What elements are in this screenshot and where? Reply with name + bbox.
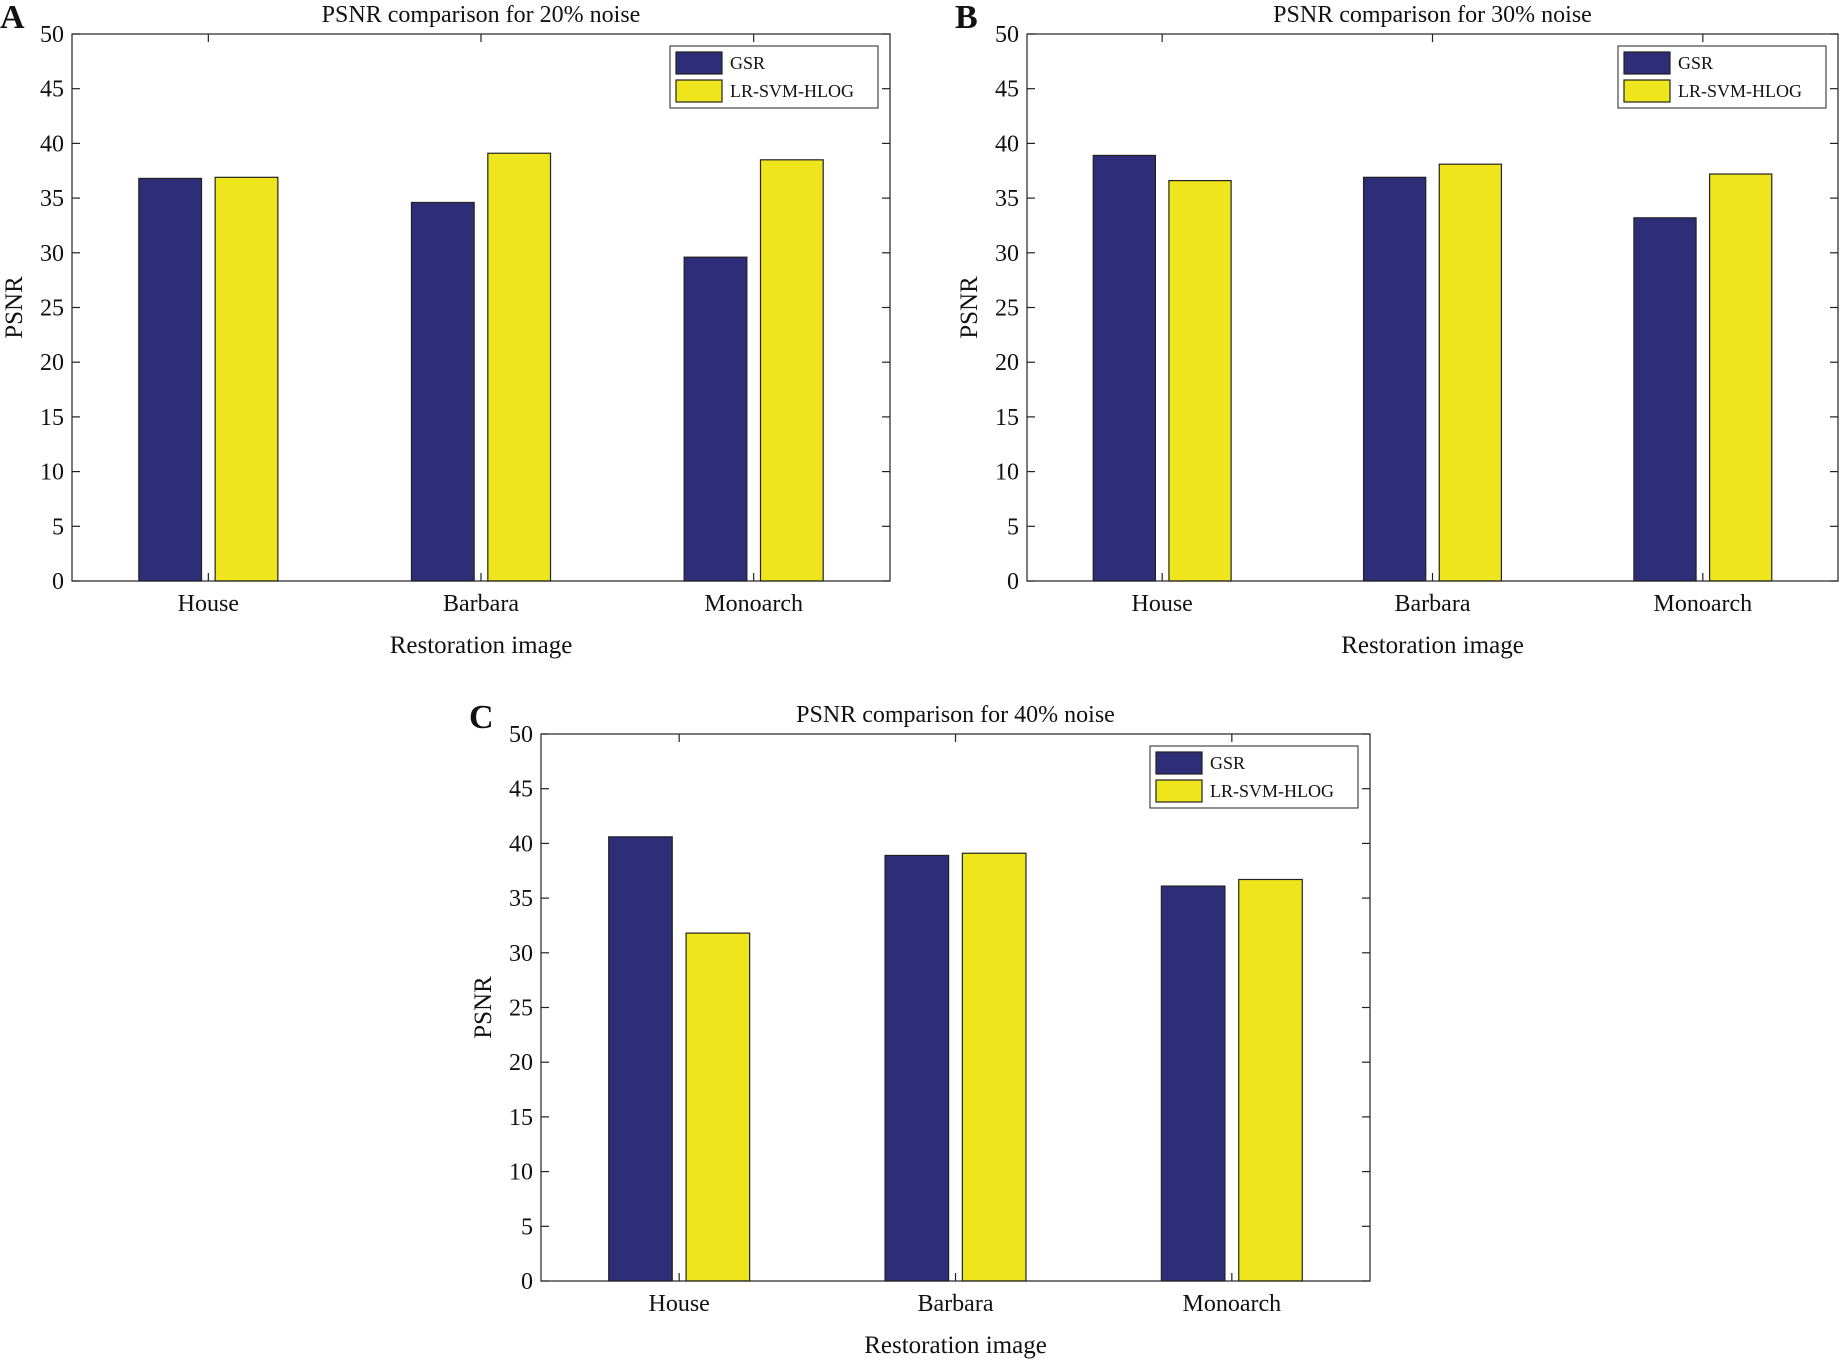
y-tick-label: 35	[995, 186, 1019, 212]
x-tick-label: House	[1132, 591, 1193, 617]
y-tick-label: 30	[509, 941, 533, 967]
legend-label: LR-SVM-HLOG	[1210, 781, 1334, 801]
x-tick-label: Monoarch	[704, 591, 803, 617]
y-tick-label: 15	[509, 1105, 533, 1131]
legend-label: GSR	[730, 53, 765, 73]
y-axis-label: PSNR	[1, 276, 28, 339]
y-tick-label: 5	[52, 514, 64, 540]
y-tick-label: 50	[995, 22, 1019, 48]
y-tick-label: 10	[509, 1160, 533, 1186]
y-tick-label: 10	[995, 460, 1019, 486]
plot-frame	[71, 33, 891, 582]
bar-gsr-monoarch	[1160, 885, 1226, 1282]
y-tick-label: 40	[509, 831, 533, 857]
y-tick-label: 0	[52, 569, 64, 595]
bar-lr-svm-hlog-monoarch	[1238, 878, 1303, 1282]
bar-lr-svm-hlog-house	[214, 176, 279, 582]
y-tick-label: 50	[509, 722, 533, 748]
y-tick-label: 15	[40, 405, 64, 431]
legend-swatch-gsr	[1155, 751, 1203, 775]
bar-gsr-monoarch	[1633, 217, 1697, 582]
y-tick-label: 25	[40, 296, 64, 322]
x-tick-label: House	[649, 1291, 710, 1317]
y-tick-label: 30	[995, 241, 1019, 267]
chart-panel-a: A PSNR comparison for 20% noise House Barba…	[0, 0, 891, 659]
y-tick-label: 5	[521, 1214, 533, 1240]
chart-title: PSNR comparison for 30% noise	[1273, 2, 1592, 28]
y-axis-label: PSNR	[956, 276, 983, 339]
bar-lr-svm-hlog-house	[1168, 179, 1232, 582]
y-tick-label: 5	[1007, 514, 1019, 540]
chart-panel-c: C PSNR comparison for 40% noise House Barba…	[469, 699, 1371, 1359]
bar-gsr-monoarch	[683, 256, 748, 582]
plot-frame	[540, 733, 1371, 1282]
legend-swatch-lr-svm-hlog	[675, 79, 723, 103]
legend-label: GSR	[1678, 53, 1713, 73]
bar-lr-svm-hlog-house	[685, 932, 751, 1282]
y-axis-label: PSNR	[470, 976, 497, 1039]
bar-gsr-house	[138, 177, 203, 582]
legend: GSR LR-SVM-HLOG	[1149, 745, 1359, 809]
y-tick-label: 20	[40, 350, 64, 376]
y-tick-label: 20	[509, 1050, 533, 1076]
x-tick-label: Barbara	[1395, 591, 1471, 617]
y-tick-label: 45	[995, 77, 1019, 103]
bar-lr-svm-hlog-monoarch	[1708, 173, 1773, 582]
y-tick-label: 45	[40, 77, 64, 103]
legend: GSR LR-SVM-HLOG	[1617, 45, 1827, 109]
legend-swatch-lr-svm-hlog	[1623, 79, 1671, 103]
x-axis-label: Restoration image	[390, 632, 573, 659]
y-tick-label: 35	[40, 186, 64, 212]
chart-title: PSNR comparison for 40% noise	[796, 702, 1115, 728]
y-tick-label: 25	[509, 996, 533, 1022]
y-tick-label: 35	[509, 886, 533, 912]
bar-gsr-barbara	[884, 854, 950, 1282]
y-tick-label: 20	[995, 350, 1019, 376]
y-tick-label: 30	[40, 241, 64, 267]
bar-lr-svm-hlog-barbara	[1438, 163, 1503, 582]
legend-label: GSR	[1210, 753, 1245, 773]
x-tick-label: Monoarch	[1654, 591, 1753, 617]
y-tick-label: 0	[1007, 569, 1019, 595]
y-tick-label: 25	[995, 296, 1019, 322]
y-tick-label: 45	[509, 777, 533, 803]
x-tick-label: Barbara	[918, 1291, 994, 1317]
x-tick-label: House	[178, 591, 239, 617]
legend-swatch-gsr	[675, 51, 723, 75]
bar-lr-svm-hlog-barbara	[487, 152, 552, 582]
legend: GSR LR-SVM-HLOG	[669, 45, 879, 109]
panel-letter: A	[0, 0, 25, 36]
panel-letter: C	[469, 699, 494, 736]
bar-gsr-house	[1092, 154, 1157, 582]
plot-frame	[1026, 33, 1839, 582]
legend-swatch-gsr	[1623, 51, 1671, 75]
legend-swatch-lr-svm-hlog	[1155, 779, 1203, 803]
y-tick-label: 40	[995, 131, 1019, 157]
y-tick-label: 50	[40, 22, 64, 48]
y-tick-label: 40	[40, 131, 64, 157]
x-tick-label: Monoarch	[1183, 1291, 1282, 1317]
y-tick-label: 15	[995, 405, 1019, 431]
y-tick-label: 0	[521, 1269, 533, 1295]
bar-gsr-barbara	[410, 201, 475, 582]
x-axis-label: Restoration image	[1341, 632, 1524, 659]
x-axis-label: Restoration image	[864, 1332, 1047, 1359]
legend-label: LR-SVM-HLOG	[730, 81, 854, 101]
legend-label: LR-SVM-HLOG	[1678, 81, 1802, 101]
bar-gsr-house	[608, 836, 673, 1282]
panel-letter: B	[955, 0, 978, 36]
y-tick-label: 10	[40, 460, 64, 486]
chart-title: PSNR comparison for 20% noise	[322, 2, 641, 28]
bar-lr-svm-hlog-monoarch	[759, 159, 824, 582]
x-tick-label: Barbara	[443, 591, 519, 617]
bar-gsr-barbara	[1362, 176, 1427, 582]
bar-lr-svm-hlog-barbara	[961, 852, 1027, 1282]
chart-panel-b: B PSNR comparison for 30% noise House Barba…	[955, 0, 1839, 659]
